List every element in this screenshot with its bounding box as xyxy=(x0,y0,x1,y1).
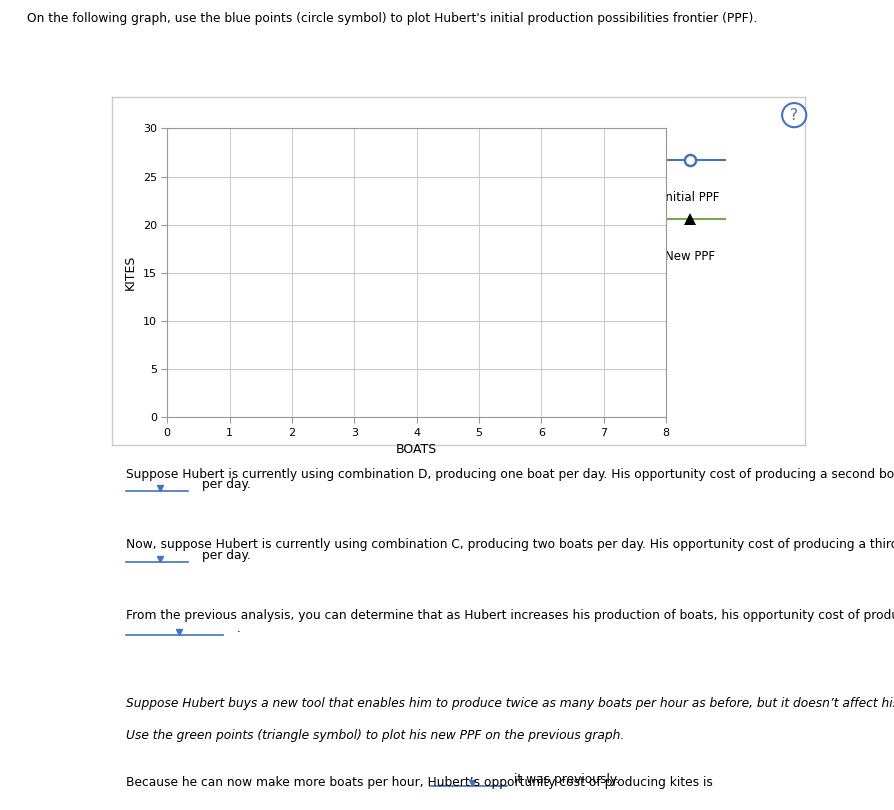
Text: From the previous analysis, you can determine that as Hubert increases his produ: From the previous analysis, you can dete… xyxy=(125,609,894,622)
Text: per day.: per day. xyxy=(202,479,250,492)
Text: ?: ? xyxy=(790,108,798,122)
Text: Because he can now make more boats per hour, Hubert’s opportunity cost of produc: Because he can now make more boats per h… xyxy=(125,776,713,789)
Text: Suppose Hubert is currently using combination D, producing one boat per day. His: Suppose Hubert is currently using combin… xyxy=(125,468,894,481)
Text: .: . xyxy=(236,622,240,635)
Text: Suppose Hubert buys a new tool that enables him to produce twice as many boats p: Suppose Hubert buys a new tool that enab… xyxy=(125,697,894,710)
Text: Now, suppose Hubert is currently using combination C, producing two boats per da: Now, suppose Hubert is currently using c… xyxy=(125,539,894,552)
Text: Initial PPF: Initial PPF xyxy=(662,191,719,204)
Text: New PPF: New PPF xyxy=(665,250,715,263)
Text: it was previously.: it was previously. xyxy=(513,773,619,786)
Text: Use the green points (triangle symbol) to plot his new PPF on the previous graph: Use the green points (triangle symbol) t… xyxy=(125,729,624,742)
Text: On the following graph, use the blue points (circle symbol) to plot Hubert's ini: On the following graph, use the blue poi… xyxy=(27,12,757,25)
Text: per day.: per day. xyxy=(202,549,250,562)
